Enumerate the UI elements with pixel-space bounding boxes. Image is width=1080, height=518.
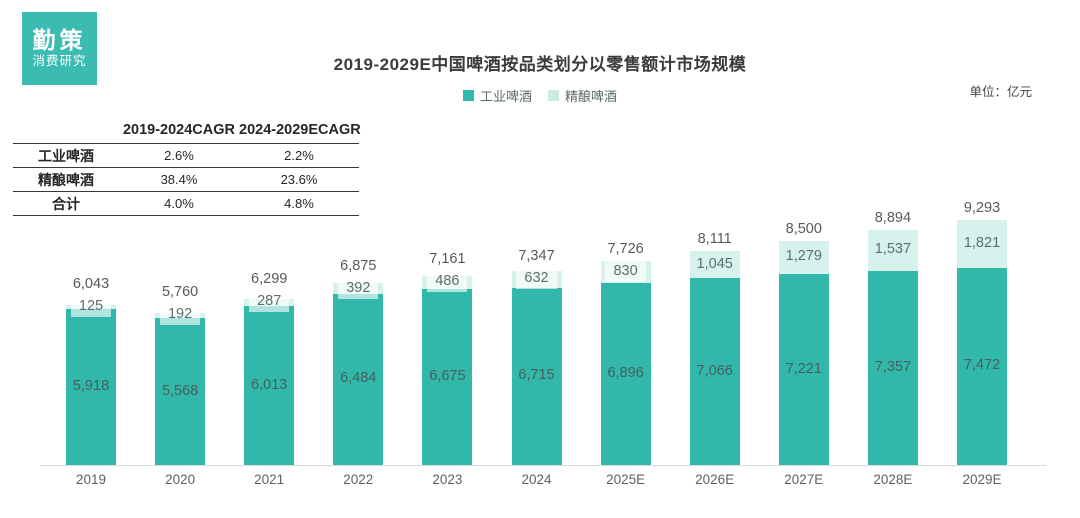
- bar-segment-industrial: [867, 270, 918, 465]
- x-axis-tick-label: 2025E: [606, 472, 646, 487]
- cagr-row-label: 工业啤酒: [13, 143, 119, 168]
- bar-total-label: 7,347: [518, 248, 555, 265]
- cagr-value-cell: 2.2%: [239, 143, 359, 168]
- legend-swatch-craft-icon: [548, 90, 559, 101]
- bar-segment-industrial: [600, 282, 651, 465]
- x-axis-tick-label: 2024: [521, 472, 552, 487]
- bar-total-label: 6,043: [72, 276, 110, 293]
- bar-value-industrial: 6,715: [518, 367, 555, 384]
- bar-value-craft: 830: [581, 260, 671, 282]
- bar-total-label: 6,299: [251, 271, 288, 288]
- cagr-value-cell: 23.6%: [239, 167, 359, 192]
- bar-segment-craft: [867, 230, 918, 271]
- cagr-value-cell: 38.4%: [119, 167, 239, 192]
- bar-segment-industrial: [66, 308, 116, 465]
- bar-segment-industrial: [333, 293, 384, 465]
- x-axis-tick-label: 2019: [75, 472, 107, 487]
- legend-swatch-industrial-icon: [462, 90, 474, 101]
- x-axis-tick-label: 2023: [432, 472, 463, 487]
- legend-item-craft: 精酿啤酒: [548, 86, 617, 105]
- cagr-table: 2019-2024CAGR 2024-2029ECAGR 工业啤酒 2.6% 2.2% 精…: [13, 118, 361, 216]
- cagr-value-cell: 4.0%: [119, 191, 239, 216]
- bar-value-industrial: 6,896: [607, 364, 644, 381]
- bar-value-industrial: 7,221: [785, 360, 822, 377]
- bar-value-industrial: 6,484: [340, 370, 377, 387]
- bar-segment-industrial: [957, 267, 1007, 465]
- bar-total-label: 7,726: [607, 240, 644, 257]
- bar-value-industrial: 7,472: [963, 357, 1001, 374]
- bar-value-craft: 1,821: [963, 234, 1001, 251]
- bar-total-label: 5,760: [161, 284, 199, 301]
- bar-total-label: 7,161: [429, 251, 466, 268]
- unit-label: 单位：亿元: [969, 85, 1032, 99]
- bar-value-craft: 287: [224, 291, 314, 313]
- bar-value-craft: 632: [492, 268, 582, 290]
- bar-value-industrial: 7,066: [696, 362, 733, 379]
- x-axis-tick-label: 2029E: [962, 472, 1002, 487]
- bar-total-label: 8,894: [874, 210, 912, 227]
- x-axis-tick-label: 2020: [165, 472, 196, 487]
- x-axis-tick-label: 2028E: [873, 472, 913, 487]
- bar-total-label: 6,875: [340, 257, 377, 274]
- bar-total-label: 9,293: [963, 199, 1001, 216]
- cagr-row-label: 精酿啤酒: [13, 167, 119, 192]
- bar-value-industrial: 7,357: [874, 358, 912, 375]
- x-axis-tick-label: 2021: [254, 472, 285, 487]
- bar-segment-industrial: [778, 274, 829, 465]
- bar-value-craft: 125: [46, 296, 136, 318]
- bar-segment-industrial: [422, 288, 473, 465]
- x-axis-tick-label: 2022: [343, 472, 374, 487]
- cagr-table-header-row: 2019-2024CAGR 2024-2029ECAGR: [13, 118, 361, 144]
- chart-legend: 工业啤酒 精酿啤酒: [0, 86, 1080, 105]
- bar-segment-industrial: [511, 287, 562, 465]
- bar-segment-craft: [778, 240, 829, 275]
- cagr-value-cell: 4.8%: [239, 191, 359, 216]
- bar-value-craft: 1,537: [874, 241, 912, 258]
- bar-value-industrial: 6,675: [429, 367, 466, 384]
- cagr-table-row: 合计 4.0% 4.8%: [13, 191, 359, 216]
- cagr-table-row: 工业啤酒 2.6% 2.2%: [13, 143, 359, 168]
- brand-logo-subtitle: 消费研究: [32, 54, 87, 69]
- bar-value-craft: 392: [313, 277, 403, 299]
- bar-segment-craft: [689, 250, 740, 279]
- bar-value-craft: 1,045: [696, 255, 733, 272]
- bar-value-industrial: 5,918: [72, 377, 110, 394]
- bar-value-craft: 486: [402, 271, 492, 293]
- legend-label-industrial: 工业啤酒: [479, 89, 532, 104]
- bar-segment-industrial: [689, 278, 740, 465]
- x-axis-tick-label: 2027E: [784, 472, 824, 487]
- x-axis-tick-label: 2026E: [695, 472, 735, 487]
- bar-value-industrial: 6,013: [251, 376, 288, 393]
- chart-title: 2019-2029E中国啤酒按品类划分以零售额计市场规模: [333, 55, 747, 74]
- cagr-table-row: 精酿啤酒 38.4% 23.6%: [13, 167, 359, 192]
- bar-segment-industrial: [155, 318, 206, 465]
- brand-logo-name: 勤策: [32, 27, 87, 54]
- cagr-row-label: 合计: [13, 191, 119, 216]
- legend-item-industrial: 工业啤酒: [462, 86, 532, 105]
- cagr-table-header-cell: 2019-2024CAGR: [119, 118, 239, 144]
- cagr-table-header-cell: 2024-2029ECAGR: [239, 118, 361, 144]
- bar-segment-craft: [957, 219, 1007, 268]
- bar-value-industrial: 5,568: [161, 382, 199, 399]
- bar-total-label: 8,111: [697, 230, 732, 247]
- x-axis-line: [40, 465, 1046, 466]
- cagr-table-header-cell: [13, 118, 119, 144]
- bar-value-craft: 1,279: [785, 248, 822, 265]
- bar-total-label: 8,500: [785, 220, 822, 237]
- bar-segment-industrial: [244, 306, 295, 465]
- cagr-value-cell: 2.6%: [119, 143, 239, 168]
- legend-label-craft: 精酿啤酒: [565, 89, 618, 104]
- brand-logo: 勤策 消费研究: [22, 12, 97, 85]
- bar-value-craft: 192: [135, 304, 225, 326]
